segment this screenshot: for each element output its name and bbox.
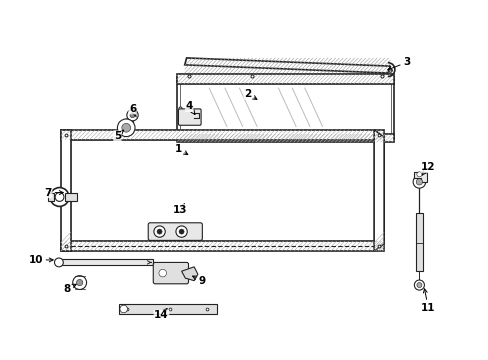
Circle shape [117, 119, 135, 136]
Circle shape [413, 280, 424, 290]
Text: 3: 3 [387, 57, 409, 70]
FancyBboxPatch shape [178, 109, 201, 125]
Text: 2: 2 [244, 89, 256, 99]
Circle shape [154, 226, 165, 237]
Text: 12: 12 [420, 162, 435, 175]
Circle shape [416, 172, 421, 177]
Circle shape [416, 283, 421, 288]
FancyBboxPatch shape [153, 262, 188, 284]
Text: 13: 13 [173, 204, 187, 215]
Circle shape [54, 258, 63, 267]
Text: 4: 4 [185, 102, 195, 114]
Text: 6: 6 [129, 104, 136, 117]
Bar [61, 130, 384, 140]
Circle shape [76, 279, 82, 286]
Circle shape [412, 176, 425, 188]
Bar [415, 213, 422, 271]
Text: 14: 14 [154, 309, 168, 320]
Circle shape [73, 276, 86, 289]
Circle shape [415, 179, 422, 185]
Text: 7: 7 [44, 188, 63, 198]
Polygon shape [413, 172, 426, 182]
Polygon shape [373, 130, 384, 251]
Circle shape [120, 305, 127, 313]
Circle shape [176, 226, 187, 237]
Circle shape [159, 269, 166, 277]
Bar [176, 134, 393, 142]
FancyBboxPatch shape [64, 193, 77, 201]
Bar [179, 81, 390, 136]
Circle shape [126, 109, 138, 121]
Bar [176, 77, 393, 139]
Bar [61, 130, 71, 251]
Text: 5: 5 [114, 130, 123, 141]
Bar [176, 74, 393, 84]
Text: 8: 8 [63, 284, 76, 294]
FancyBboxPatch shape [148, 223, 202, 240]
Polygon shape [181, 267, 198, 281]
Text: 10: 10 [28, 255, 53, 265]
Bar [59, 259, 153, 265]
Circle shape [122, 123, 130, 132]
Circle shape [50, 188, 69, 206]
FancyBboxPatch shape [47, 193, 54, 201]
FancyBboxPatch shape [119, 303, 217, 314]
Circle shape [55, 193, 64, 201]
Circle shape [179, 229, 183, 234]
Text: 9: 9 [192, 276, 205, 286]
Circle shape [130, 113, 135, 118]
Text: 11: 11 [420, 289, 435, 313]
Circle shape [157, 229, 162, 234]
Polygon shape [184, 58, 389, 73]
Text: 1: 1 [174, 144, 187, 154]
Bar [71, 140, 373, 241]
Bar [61, 241, 384, 251]
